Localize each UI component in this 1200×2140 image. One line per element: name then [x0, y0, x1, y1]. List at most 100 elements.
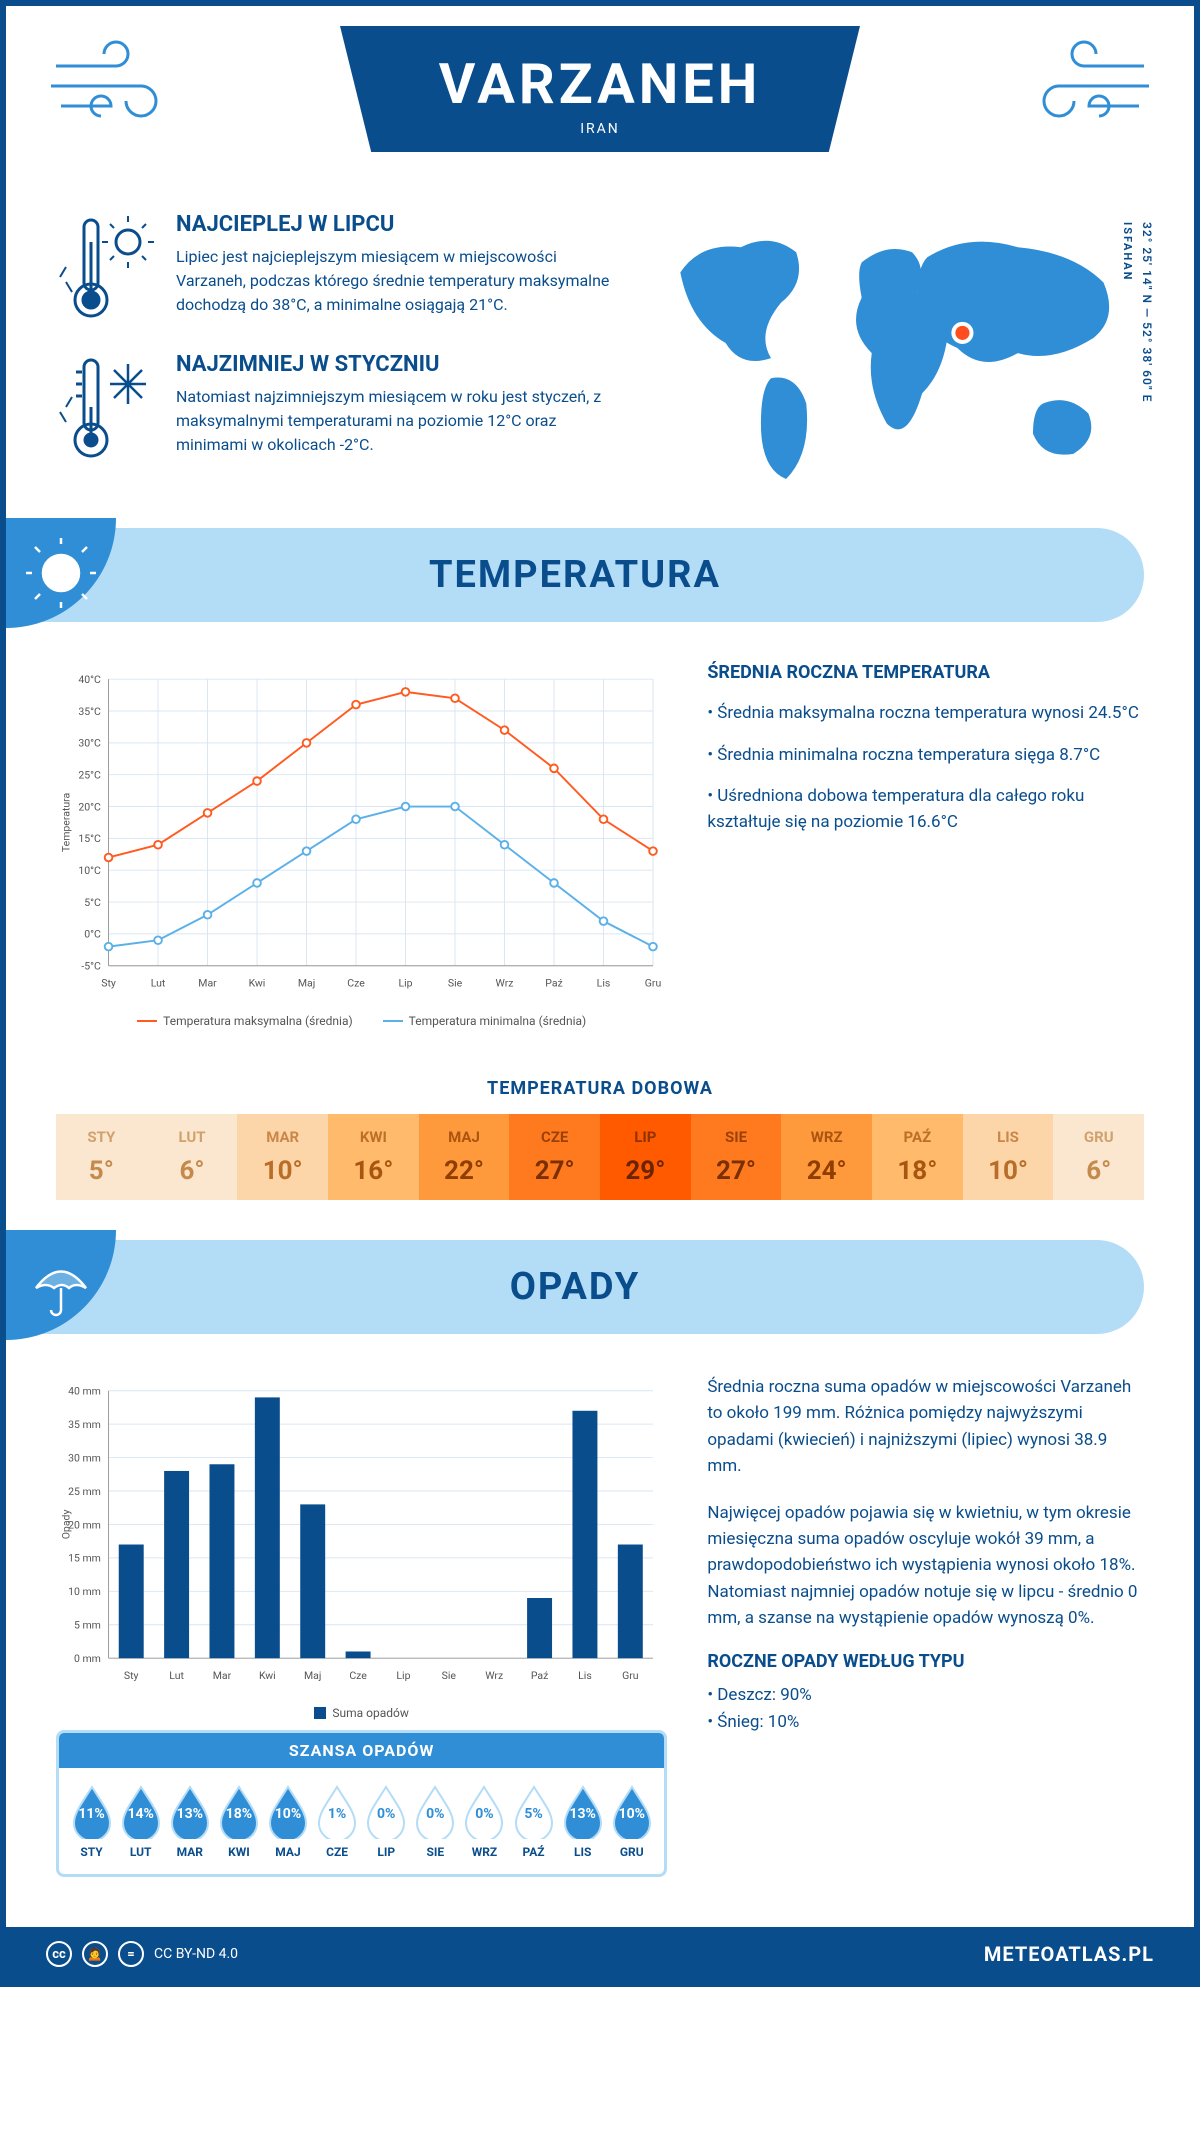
svg-text:Gru: Gru: [622, 1669, 639, 1682]
nd-icon: =: [118, 1941, 144, 1967]
svg-text:5°C: 5°C: [84, 896, 101, 909]
svg-text:Paź: Paź: [531, 1669, 549, 1682]
precip-snow: • Śnieg: 10%: [707, 1709, 1144, 1736]
temperature-chart: -5°C0°C5°C10°C15°C20°C25°C30°C35°C40°CSt…: [56, 662, 667, 1028]
daily-cell: KWI16°: [328, 1114, 419, 1200]
temperature-heading: TEMPERATURA: [6, 553, 1144, 597]
thermometer-sun-icon: [56, 212, 156, 322]
chance-cell: 0%LIP: [362, 1783, 411, 1859]
daily-cell: SIE27°: [691, 1114, 782, 1200]
temp-bullet-1: • Średnia maksymalna roczna temperatura …: [707, 701, 1144, 727]
svg-text:Mar: Mar: [213, 1669, 232, 1682]
precipitation-heading: OPADY: [6, 1265, 1144, 1309]
svg-text:35 mm: 35 mm: [68, 1418, 101, 1431]
intro-section: NAJCIEPLEJ W LIPCU Lipiec jest najcieple…: [6, 192, 1194, 528]
svg-text:Lis: Lis: [597, 977, 611, 990]
svg-text:5 mm: 5 mm: [74, 1619, 101, 1632]
chance-cell: 14%LUT: [116, 1783, 165, 1859]
svg-text:Lut: Lut: [151, 977, 166, 990]
svg-text:-5°C: -5°C: [81, 960, 101, 973]
region-label: ISFAHAN: [1121, 222, 1134, 281]
precip-rain: • Deszcz: 90%: [707, 1682, 1144, 1709]
fact-hot-text: Lipiec jest najcieplejszym miesiącem w m…: [176, 245, 610, 317]
chance-cell: 13%LIS: [558, 1783, 607, 1859]
section-header-temperature: TEMPERATURA: [6, 528, 1144, 622]
svg-text:Lut: Lut: [169, 1669, 184, 1682]
legend-sum: Suma opadów: [332, 1706, 409, 1720]
temp-bullet-2: • Średnia minimalna roczna temperatura s…: [707, 743, 1144, 769]
title-band: VARZANEH IRAN: [340, 26, 860, 152]
svg-text:Kwi: Kwi: [249, 977, 266, 990]
precipitation-row: 0 mm5 mm10 mm15 mm20 mm25 mm30 mm35 mm40…: [6, 1364, 1194, 1897]
precip-p2: Najwięcej opadów pojawia się w kwietniu,…: [707, 1500, 1144, 1632]
daily-cell: CZE27°: [509, 1114, 600, 1200]
legend-max: Temperatura maksymalna (średnia): [163, 1014, 353, 1028]
daily-temp-title: TEMPERATURA DOBOWA: [6, 1078, 1194, 1099]
chance-cell: 0%SIE: [411, 1783, 460, 1859]
chance-cell: 10%MAJ: [263, 1783, 312, 1859]
daily-cell: MAR10°: [237, 1114, 328, 1200]
umbrella-icon: [6, 1230, 116, 1340]
wind-icon: [1014, 36, 1154, 140]
wind-icon: [46, 36, 186, 140]
fact-coldest: NAJZIMNIEJ W STYCZNIU Natomiast najzimni…: [56, 352, 610, 462]
chance-cell: 0%WRZ: [460, 1783, 509, 1859]
svg-text:25 mm: 25 mm: [68, 1485, 101, 1498]
sun-icon: [6, 518, 116, 628]
fact-hot-title: NAJCIEPLEJ W LIPCU: [176, 212, 610, 237]
svg-text:Opady: Opady: [59, 1510, 72, 1540]
svg-text:Gru: Gru: [645, 977, 662, 990]
svg-text:Mar: Mar: [198, 977, 217, 990]
svg-text:20°C: 20°C: [78, 800, 101, 813]
temp-summary-heading: ŚREDNIA ROCZNA TEMPERATURA: [707, 662, 1144, 683]
coordinates: 32° 25' 14" N — 52° 38' 60" E: [1140, 222, 1154, 402]
facts-column: NAJCIEPLEJ W LIPCU Lipiec jest najcieple…: [56, 212, 610, 498]
svg-text:30 mm: 30 mm: [68, 1452, 101, 1465]
svg-text:10°C: 10°C: [78, 864, 101, 877]
fact-cold-title: NAJZIMNIEJ W STYCZNIU: [176, 352, 610, 377]
chance-cell: 1%CZE: [313, 1783, 362, 1859]
license: cc 🙍 = CC BY-ND 4.0: [46, 1941, 238, 1967]
svg-text:Cze: Cze: [347, 977, 365, 990]
temperature-summary: ŚREDNIA ROCZNA TEMPERATURA • Średnia mak…: [707, 662, 1144, 1028]
svg-text:Wrz: Wrz: [496, 977, 514, 990]
footer: cc 🙍 = CC BY-ND 4.0 METEOATLAS.PL: [6, 1927, 1194, 1981]
chance-cell: 10%GRU: [607, 1783, 656, 1859]
legend-min: Temperatura minimalna (średnia): [409, 1014, 587, 1028]
svg-text:Wrz: Wrz: [485, 1669, 503, 1682]
svg-text:Sie: Sie: [442, 1669, 457, 1682]
svg-text:10 mm: 10 mm: [68, 1585, 101, 1598]
svg-text:Sie: Sie: [448, 977, 463, 990]
header: VARZANEH IRAN: [6, 6, 1194, 192]
daily-cell: WRZ24°: [781, 1114, 872, 1200]
chance-cell: 5%PAŹ: [509, 1783, 558, 1859]
license-text: CC BY-ND 4.0: [154, 1946, 238, 1962]
section-header-precipitation: OPADY: [6, 1240, 1144, 1334]
chance-box: SZANSA OPADÓW 11%STY14%LUT13%MAR18%KWI10…: [56, 1730, 667, 1877]
country-label: IRAN: [420, 121, 780, 137]
precip-p1: Średnia roczna suma opadów w miejscowośc…: [707, 1374, 1144, 1479]
svg-text:Lip: Lip: [398, 977, 412, 990]
svg-text:35°C: 35°C: [78, 705, 101, 718]
svg-text:40 mm: 40 mm: [68, 1385, 101, 1398]
chance-cell: 13%MAR: [165, 1783, 214, 1859]
svg-text:15°C: 15°C: [78, 832, 101, 845]
svg-text:25°C: 25°C: [78, 769, 101, 782]
precipitation-summary: Średnia roczna suma opadów w miejscowośc…: [707, 1374, 1144, 1877]
precipitation-chart: 0 mm5 mm10 mm15 mm20 mm25 mm30 mm35 mm40…: [56, 1374, 667, 1720]
svg-text:40°C: 40°C: [78, 673, 101, 686]
precip-legend: Suma opadów: [56, 1706, 667, 1720]
daily-temp-strip: STY5°LUT6°MAR10°KWI16°MAJ22°CZE27°LIP29°…: [56, 1114, 1144, 1200]
svg-text:0°C: 0°C: [84, 928, 101, 941]
svg-text:Sty: Sty: [101, 977, 116, 990]
infographic-page: VARZANEH IRAN NAJCIEPLEJ W LIPCU: [0, 0, 1200, 1987]
svg-text:Kwi: Kwi: [259, 1669, 276, 1682]
fact-warmest: NAJCIEPLEJ W LIPCU Lipiec jest najcieple…: [56, 212, 610, 322]
world-map-icon: [640, 212, 1144, 494]
svg-text:Temperatura: Temperatura: [59, 793, 72, 853]
precip-type-heading: ROCZNE OPADY WEDŁUG TYPU: [707, 1651, 1144, 1672]
daily-cell: MAJ22°: [419, 1114, 510, 1200]
chance-cell: 11%STY: [67, 1783, 116, 1859]
svg-text:Cze: Cze: [349, 1669, 367, 1682]
daily-cell: LIS10°: [963, 1114, 1054, 1200]
